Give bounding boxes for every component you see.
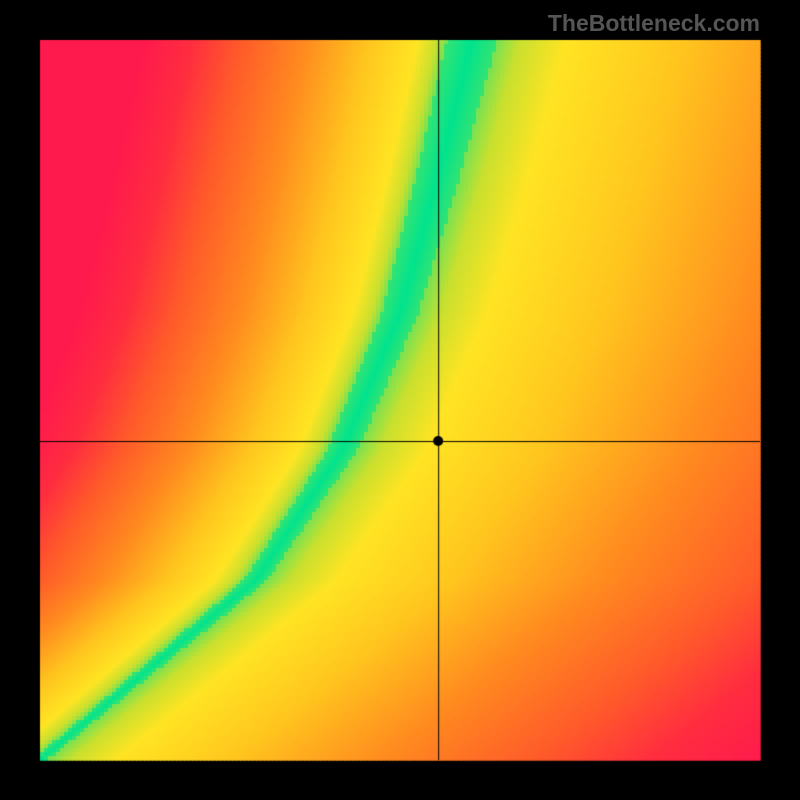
watermark-text: TheBottleneck.com [548, 10, 760, 37]
bottleneck-heatmap [0, 0, 800, 800]
chart-container: TheBottleneck.com [0, 0, 800, 800]
